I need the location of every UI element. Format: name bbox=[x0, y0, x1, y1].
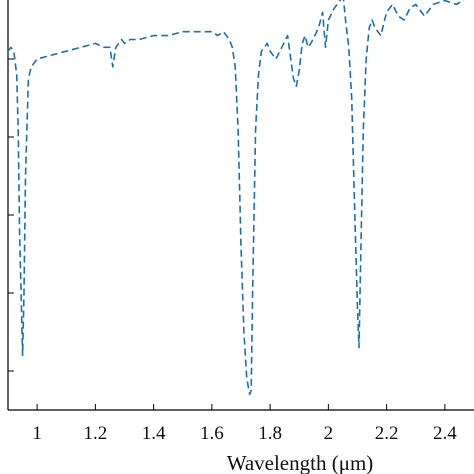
y-axis-ticks bbox=[8, 58, 14, 372]
x-tick-label: 1.6 bbox=[200, 423, 224, 444]
x-tick-label: 1.2 bbox=[84, 423, 108, 444]
x-axis-title: Wavelength (μm) bbox=[227, 451, 374, 474]
x-tick-label: 2.2 bbox=[375, 423, 399, 444]
spectrum-line bbox=[7, 0, 465, 396]
x-tick-label: 2 bbox=[324, 423, 334, 444]
x-tick-label: 1.4 bbox=[142, 423, 166, 444]
x-tick-label: 1 bbox=[32, 423, 42, 444]
x-axis-ticks: 1 1.2 1.4 1.6 1.8 2 2.2 2.4 bbox=[32, 404, 457, 444]
x-tick-label: 2.4 bbox=[433, 423, 457, 444]
x-tick-label: 1.8 bbox=[258, 423, 282, 444]
series-layer bbox=[7, 0, 465, 396]
plot-frame bbox=[7, 0, 474, 411]
